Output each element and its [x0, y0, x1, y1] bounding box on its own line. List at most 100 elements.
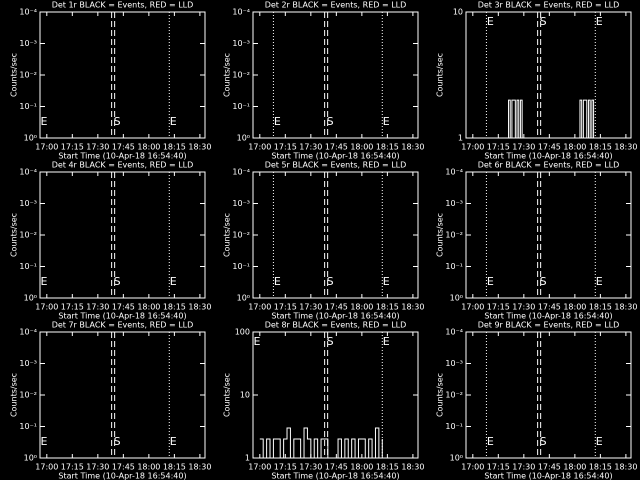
x-tick-label: 18:30 — [614, 303, 637, 312]
y-tick-label: 10 — [240, 391, 250, 400]
x-tick-label: 17:15 — [487, 463, 510, 472]
y-tick-label: 10⁻⁴ — [19, 168, 37, 177]
y-tick-label: 10⁻¹ — [19, 102, 37, 111]
chart-title: Det 5r BLACK = Events, RED = LLD — [265, 161, 407, 170]
x-tick-label: 17:30 — [299, 303, 322, 312]
x-tick-label: 18:15 — [163, 463, 186, 472]
marker-label: E — [487, 435, 494, 448]
y-tick-label: 10 — [453, 8, 463, 17]
marker-label: E — [274, 115, 281, 128]
x-axis-label: Start Time (10-Apr-18 16:54:40) — [58, 312, 186, 321]
marker-label: E — [596, 15, 603, 28]
y-axis-label: Counts/sec — [436, 53, 445, 97]
x-tick-label: 18:00 — [563, 143, 586, 152]
x-tick-label: 17:45 — [112, 463, 135, 472]
x-tick-label: 17:00 — [461, 143, 484, 152]
marker-label: E — [596, 435, 603, 448]
y-axis-label: Counts/sec — [436, 213, 445, 257]
plot-frame — [465, 11, 632, 139]
y-tick-label: 10⁻³ — [232, 199, 250, 208]
x-tick-label: 18:15 — [589, 463, 612, 472]
x-tick-label: 17:30 — [299, 463, 322, 472]
y-tick-label: 10⁻⁴ — [232, 168, 250, 177]
marker-label: S — [540, 435, 547, 448]
y-tick-label: 10⁻⁴ — [445, 328, 463, 337]
x-tick-label: 17:45 — [112, 303, 135, 312]
y-tick-label: 10⁻² — [445, 231, 463, 240]
chart-title: Det 7r BLACK = Events, RED = LLD — [52, 321, 194, 330]
x-tick-label: 17:00 — [35, 303, 58, 312]
y-tick-label: 10⁰ — [24, 294, 37, 303]
y-axis-label: Counts/sec — [10, 213, 19, 257]
marker-label: E — [274, 275, 281, 288]
marker-label: E — [487, 275, 494, 288]
x-tick-label: 17:15 — [61, 303, 84, 312]
x-tick-label: 18:30 — [614, 463, 637, 472]
chart-title: Det 8r BLACK = Events, RED = LLD — [265, 321, 407, 330]
x-tick-label: 18:15 — [163, 143, 186, 152]
y-tick-label: 1 — [458, 134, 463, 143]
marker-label: E — [170, 115, 177, 128]
x-tick-label: 17:30 — [86, 303, 109, 312]
x-tick-label: 17:30 — [86, 463, 109, 472]
x-tick-label: 18:30 — [401, 463, 424, 472]
marker-label: S — [327, 115, 334, 128]
y-tick-label: 10⁰ — [237, 294, 250, 303]
y-tick-label: 10⁻¹ — [232, 102, 250, 111]
x-tick-label: 18:30 — [401, 303, 424, 312]
y-axis-label: Counts/sec — [223, 373, 232, 417]
y-tick-label: 10⁻¹ — [445, 422, 463, 431]
x-tick-label: 18:15 — [376, 463, 399, 472]
y-tick-label: 10⁻⁴ — [19, 8, 37, 17]
y-axis-label: Counts/sec — [223, 53, 232, 97]
y-tick-label: 10⁻² — [232, 71, 250, 80]
x-axis-label: Start Time (10-Apr-18 16:54:40) — [484, 472, 612, 480]
chart-title: Det 6r BLACK = Events, RED = LLD — [478, 161, 620, 170]
marker-label: S — [327, 335, 334, 348]
y-tick-label: 10⁰ — [237, 134, 250, 143]
x-tick-label: 17:00 — [461, 463, 484, 472]
y-axis-label: Counts/sec — [10, 373, 19, 417]
chart-title: Det 4r BLACK = Events, RED = LLD — [52, 161, 194, 170]
y-tick-label: 10⁻⁴ — [19, 328, 37, 337]
x-tick-label: 17:15 — [274, 143, 297, 152]
y-tick-label: 10⁻² — [19, 231, 37, 240]
x-tick-label: 18:30 — [614, 143, 637, 152]
x-tick-label: 17:30 — [299, 143, 322, 152]
x-tick-label: 18:00 — [350, 463, 373, 472]
x-axis-label: Start Time (10-Apr-18 16:54:40) — [58, 472, 186, 480]
x-tick-label: 18:00 — [563, 463, 586, 472]
y-tick-label: 10⁻¹ — [232, 262, 250, 271]
y-tick-label: 10⁰ — [450, 454, 463, 463]
marker-label: E — [596, 275, 603, 288]
x-tick-label: 18:30 — [188, 463, 211, 472]
x-tick-label: 17:00 — [35, 463, 58, 472]
x-tick-label: 17:15 — [487, 143, 510, 152]
plot-frame — [39, 331, 206, 459]
chart-panel: Det 8r BLACK = Events, RED = LLD 17:00 17:… — [223, 321, 425, 480]
x-tick-label: 17:30 — [86, 143, 109, 152]
x-tick-label: 18:15 — [376, 143, 399, 152]
x-tick-label: 17:45 — [538, 463, 561, 472]
y-tick-label: 10⁻³ — [19, 359, 37, 368]
marker-label: E — [487, 15, 494, 28]
x-tick-label: 18:00 — [137, 303, 160, 312]
y-tick-label: 10⁻³ — [445, 199, 463, 208]
x-tick-label: 18:15 — [589, 303, 612, 312]
y-tick-label: 10⁻² — [445, 391, 463, 400]
x-axis-label: Start Time (10-Apr-18 16:54:40) — [271, 472, 399, 480]
y-tick-label: 10⁻¹ — [19, 262, 37, 271]
marker-label: E — [170, 435, 177, 448]
x-tick-label: 18:15 — [589, 143, 612, 152]
marker-label: E — [254, 335, 261, 348]
marker-label: E — [170, 275, 177, 288]
y-tick-label: 10⁻⁴ — [445, 168, 463, 177]
chart-title: Det 9r BLACK = Events, RED = LLD — [478, 321, 620, 330]
y-tick-label: 10⁻³ — [19, 199, 37, 208]
marker-label: E — [383, 275, 390, 288]
x-tick-label: 17:00 — [248, 143, 271, 152]
x-tick-label: 17:30 — [512, 303, 535, 312]
x-tick-label: 17:00 — [248, 463, 271, 472]
marker-label: E — [383, 115, 390, 128]
